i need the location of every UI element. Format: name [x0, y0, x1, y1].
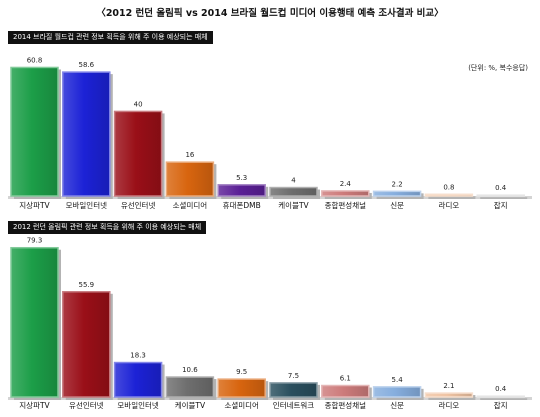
chart-1-header: 2014 브라질 월드컵 관련 정보 획득을 위해 주 이용 예상되는 매체	[8, 31, 213, 44]
page-title: 〈2012 런던 올림픽 vs 2014 브라질 월드컵 미디어 이용행태 예측…	[96, 8, 444, 19]
chart-2-bar	[424, 392, 474, 398]
chart-1-bar	[424, 193, 474, 197]
chart-2-category-label: 라디오	[439, 401, 460, 410]
chart-1-value-label: 60.8	[27, 56, 43, 64]
chart-2-bar	[113, 361, 163, 398]
chart-1-bar	[217, 184, 266, 197]
chart-2-floor	[8, 397, 532, 400]
chart-1-value-label: 2.4	[340, 180, 352, 188]
chart-1-floor	[8, 196, 532, 199]
chart-2-value-label: 0.4	[495, 385, 507, 393]
chart-1-value-label: 0.8	[443, 183, 454, 191]
chart-1-category-label: 신문	[390, 201, 404, 210]
unit-note: (단위: %, 복수응답)	[468, 64, 528, 72]
chart-2-header: 2012 런던 올림픽 관련 정보 획득을 위해 주 이용 예상되는 매체	[8, 221, 207, 234]
chart-2-bar	[321, 384, 370, 398]
chart-2-category-label: 케이블TV	[175, 400, 206, 410]
chart-2-bar	[165, 376, 215, 398]
chart-2-value-label: 55.9	[79, 281, 95, 289]
chart-1-category-label: 모바일인터넷	[66, 200, 107, 210]
chart-1-bar	[372, 190, 422, 197]
chart-2-value-label: 6.1	[340, 375, 351, 383]
chart-1-bar	[62, 71, 111, 197]
chart-2-value-label: 79.3	[27, 237, 43, 245]
bar-shadow	[480, 197, 528, 199]
chart-1-category-label: 소셜미디어	[173, 200, 208, 210]
chart-1-value-label: 0.4	[495, 184, 507, 192]
chart-2-category-label: 소셜미디어	[224, 400, 259, 410]
chart-2-bar	[217, 378, 266, 398]
chart-2-category-label: 종합편성채널	[325, 400, 366, 410]
chart-2-category-label: 인터네트워크	[273, 400, 314, 410]
chart-1-bar	[165, 161, 215, 197]
chart-1-value-label: 16	[185, 151, 194, 159]
bar-shadow	[480, 398, 528, 400]
chart-1-category-label: 라디오	[439, 201, 460, 210]
chart-2-category-label: 잡지	[494, 400, 508, 410]
chart-1-value-label: 2.2	[392, 180, 403, 188]
chart-1-category-label: 케이블TV	[278, 200, 309, 210]
chart-1-category-label: 잡지	[494, 200, 508, 210]
chart-2-bar	[476, 395, 525, 398]
chart-1-value-label: 4	[291, 177, 296, 185]
chart-2-value-label: 2.1	[443, 382, 454, 390]
chart-2-value-label: 18.3	[130, 352, 146, 360]
chart-2-category-label: 모바일인터넷	[117, 400, 158, 410]
chart-2-bar	[10, 246, 59, 398]
chart-2-value-label: 5.4	[392, 376, 404, 384]
chart-1-bar	[321, 190, 370, 197]
chart-1-bar	[113, 110, 163, 197]
chart-2-category-label: 신문	[390, 401, 404, 410]
chart-1-value-label: 40	[134, 100, 143, 108]
chart-2-value-label: 10.6	[182, 366, 198, 374]
chart-1-category-label: 유선인터넷	[121, 200, 156, 210]
chart-2-bar	[62, 291, 111, 398]
chart-2-bar	[372, 386, 422, 398]
chart-1-bar	[269, 186, 318, 197]
chart-1-category-label: 휴대폰DMB	[223, 201, 261, 210]
chart-2-value-label: 9.5	[236, 368, 247, 376]
chart-2-category-label: 유선인터넷	[69, 400, 104, 410]
chart-2-category-label: 지상파TV	[19, 400, 50, 410]
chart-2-bar	[269, 382, 318, 398]
chart-1-value-label: 5.3	[236, 174, 247, 182]
chart-1-bar	[476, 194, 525, 197]
chart-2-value-label: 7.5	[288, 372, 299, 380]
chart-1-category-label: 종합편성채널	[325, 200, 366, 210]
bar-shadow	[428, 196, 476, 199]
chart-1-bar	[10, 66, 59, 197]
chart-1-value-label: 58.6	[79, 61, 95, 69]
chart-1-category-label: 지상파TV	[19, 200, 50, 210]
